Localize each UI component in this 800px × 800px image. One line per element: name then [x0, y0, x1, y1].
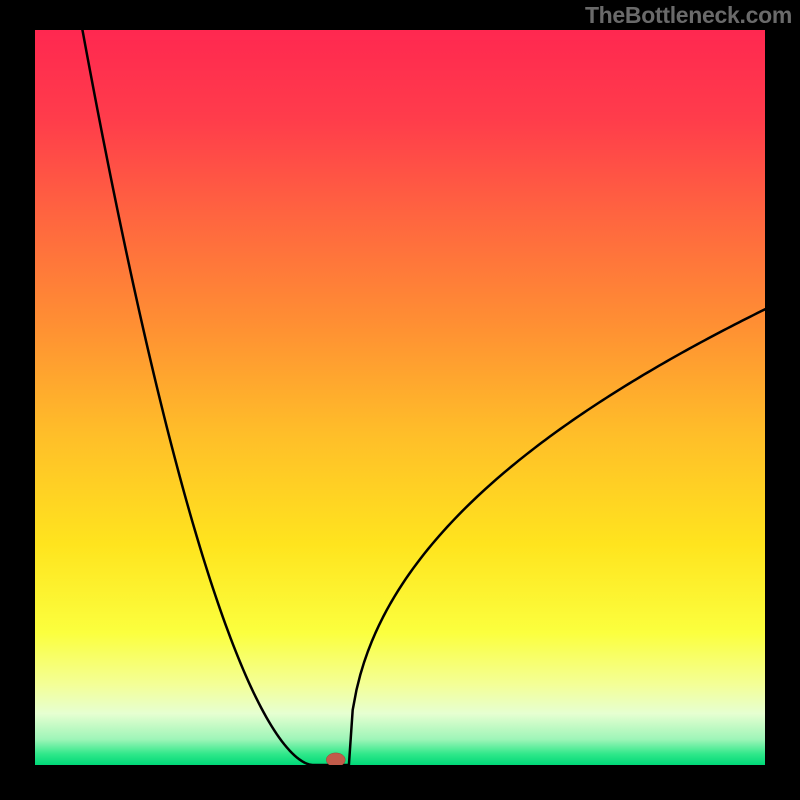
watermark-text: TheBottleneck.com	[585, 2, 792, 29]
plot-background	[35, 30, 765, 765]
valley-marker	[326, 753, 345, 767]
bottleneck-chart	[0, 0, 800, 800]
